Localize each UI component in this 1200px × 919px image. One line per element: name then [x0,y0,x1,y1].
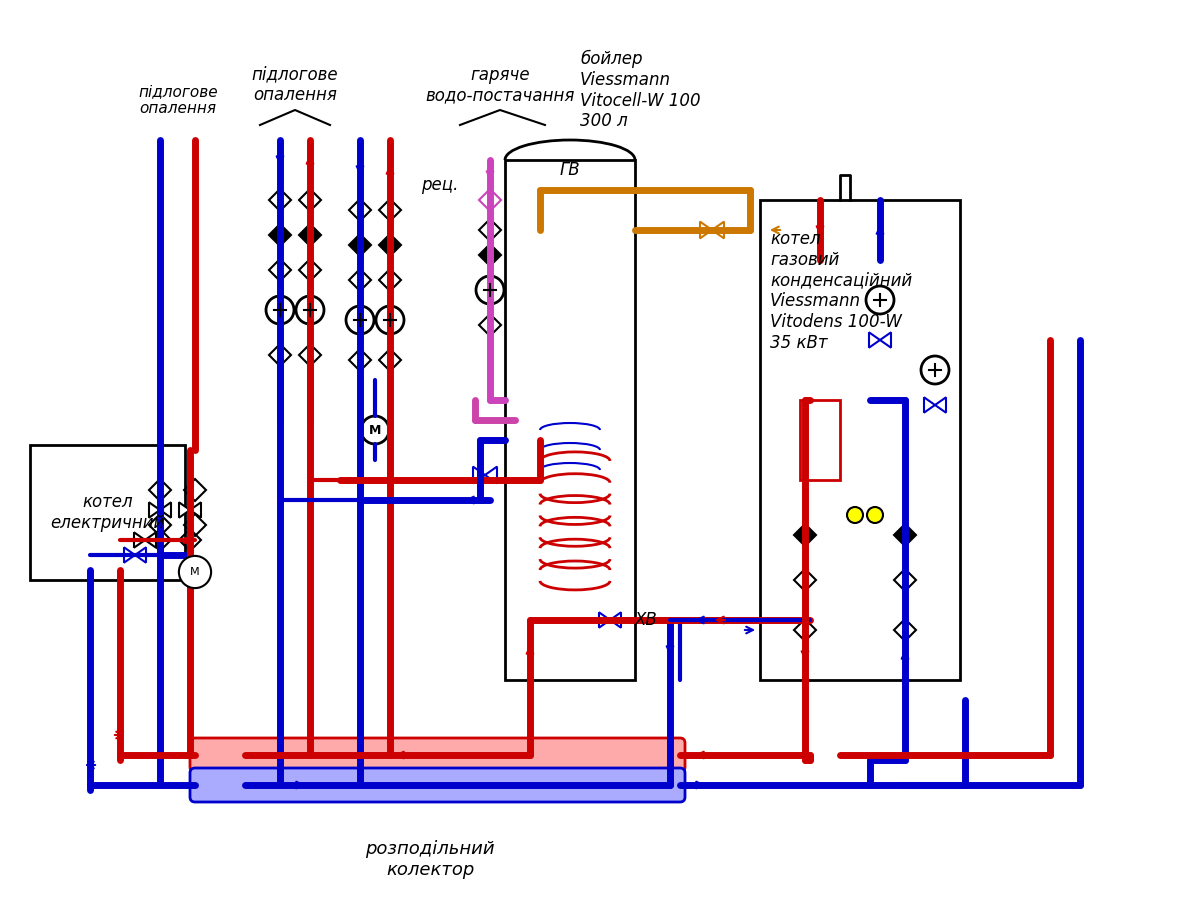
Text: підлогове
опалення: підлогове опалення [138,84,218,116]
Polygon shape [485,467,497,483]
Bar [800,400,840,480]
Polygon shape [134,548,146,562]
Polygon shape [869,333,880,347]
Circle shape [866,507,883,523]
Polygon shape [145,532,156,548]
Polygon shape [160,503,172,517]
Polygon shape [473,467,485,483]
Polygon shape [269,224,292,246]
Polygon shape [794,524,816,546]
Bar [505,160,635,680]
FancyBboxPatch shape [190,768,685,802]
Polygon shape [924,397,935,413]
Polygon shape [379,234,401,256]
Bar [30,445,185,580]
Polygon shape [349,234,371,256]
Polygon shape [149,503,160,517]
FancyBboxPatch shape [190,738,685,772]
Polygon shape [190,503,202,517]
Polygon shape [179,503,190,517]
Polygon shape [935,397,946,413]
Text: ХВ: ХВ [635,611,658,629]
Text: розподільний
колектор: розподільний колектор [365,840,494,879]
Text: гаряче
водо-постачання: гаряче водо-постачання [425,65,575,105]
Polygon shape [700,221,712,238]
Polygon shape [712,221,724,238]
Polygon shape [894,524,916,546]
Text: котел
газовий
конденсаційний
Viessmann
Vitodens 100-W
35 кВт: котел газовий конденсаційний Viessmann V… [770,230,912,352]
Text: бойлер
Viessmann
Vitocell-W 100
300 л: бойлер Viessmann Vitocell-W 100 300 л [580,50,701,130]
Polygon shape [299,224,322,246]
Text: M: M [368,424,382,437]
Polygon shape [134,532,145,548]
Text: котел
електричний: котел електричний [50,494,164,532]
Circle shape [847,507,863,523]
Polygon shape [610,612,622,628]
Polygon shape [124,548,134,562]
Text: рец.: рец. [421,176,458,194]
Text: підлогове
опалення: підлогове опалення [252,65,338,105]
Polygon shape [880,333,890,347]
Bar [760,200,960,680]
Polygon shape [479,244,502,266]
Text: ГВ: ГВ [560,161,581,179]
Text: M: M [190,567,200,577]
Polygon shape [599,612,610,628]
